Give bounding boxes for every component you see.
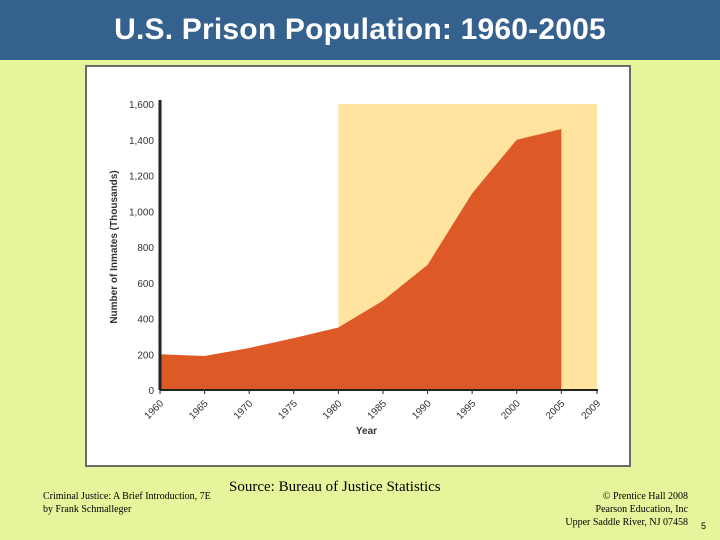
footer-book-info: Criminal Justice: A Brief Introduction, … (43, 490, 211, 516)
x-tick-label: 1960 (143, 398, 167, 422)
footer-publisher-name: Pearson Education, Inc (595, 504, 688, 515)
source-note: Source: Bureau of Justice Statistics (229, 479, 441, 495)
y-tick-label: 600 (137, 279, 154, 290)
x-tick-label: 2005 (544, 398, 568, 422)
x-tick-label: 1990 (410, 398, 434, 422)
x-axis-title: Year (356, 426, 377, 437)
chart-frame: 0 200 400 600 800 1,000 1,200 1,400 1,600 1960 196… (85, 65, 631, 467)
y-tick-label: 1,000 (129, 207, 154, 218)
footer-publisher: © Prentice Hall 2008 Pearson Education, … (565, 490, 688, 529)
slide-title: U.S. Prison Population: 1960-2005 (114, 13, 606, 46)
slide-number: 5 (700, 521, 706, 531)
x-tick-label: 1995 (455, 398, 479, 422)
y-tick-label: 1,400 (129, 136, 154, 147)
x-tick-label: 1985 (366, 398, 390, 422)
y-tick-label: 400 (137, 315, 154, 326)
prison-population-chart: 0 200 400 600 800 1,000 1,200 1,400 1,600 1960 196… (109, 100, 604, 437)
population-area (160, 129, 562, 390)
footer-book-title: Criminal Justice: A Brief Introduction, … (43, 491, 211, 502)
footer-copyright: © Prentice Hall 2008 (602, 491, 688, 502)
title-bar: U.S. Prison Population: 1960-2005 (0, 0, 720, 60)
x-tick-label: 1975 (276, 398, 300, 422)
x-tick-label: 2009 (580, 398, 604, 422)
y-axis-title: Number of Inmates (Thousands) (109, 170, 120, 323)
y-tick-label: 1,600 (129, 100, 154, 111)
footer-book-author: by Frank Schmalleger (43, 504, 132, 515)
y-tick-label: 1,200 (129, 172, 154, 183)
x-tick-label: 1970 (232, 398, 256, 422)
x-tick-label: 1980 (321, 398, 345, 422)
footer-publisher-address: Upper Saddle River, NJ 07458 (565, 517, 688, 528)
y-tick-label: 0 (148, 386, 154, 397)
x-tick-label: 1965 (187, 398, 211, 422)
x-tick-label: 2000 (499, 398, 523, 422)
y-tick-label: 800 (137, 243, 154, 254)
y-tick-label: 200 (137, 350, 154, 361)
